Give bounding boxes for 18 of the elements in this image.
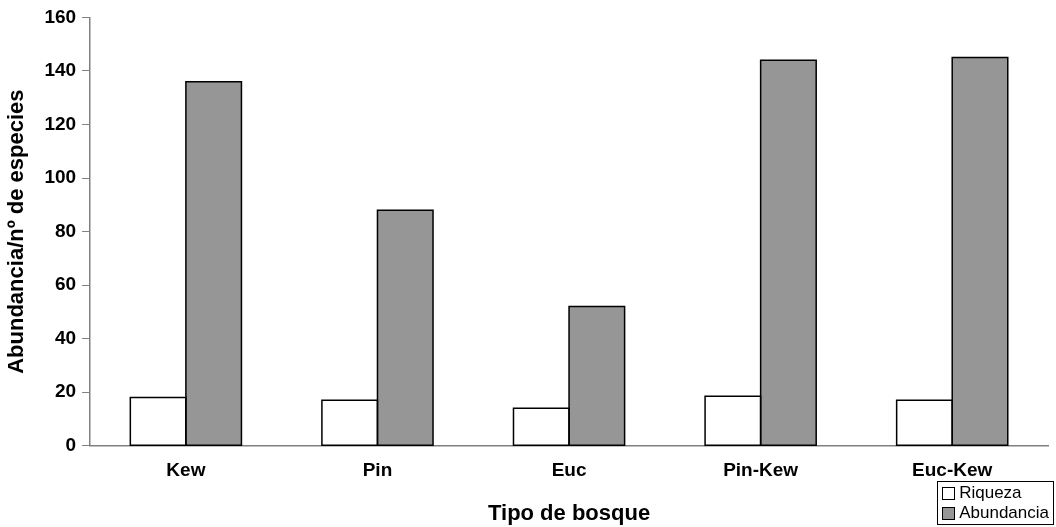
x-tick-label: Pin-Kew bbox=[723, 459, 799, 481]
x-tick-label: Euc bbox=[551, 459, 587, 481]
y-tick-label: 20 bbox=[54, 380, 77, 402]
x-axis-title: Tipo de bosque bbox=[487, 499, 651, 525]
y-tick-label: 100 bbox=[44, 166, 77, 188]
legend-label: Abundancia bbox=[959, 503, 1049, 523]
y-tick-label: 40 bbox=[54, 326, 77, 348]
y-tick-label: 160 bbox=[44, 5, 77, 27]
y-axis-title: Abundancia/nº de especies bbox=[3, 89, 29, 374]
y-tick-label: 80 bbox=[54, 219, 77, 241]
y-tick-label: 120 bbox=[44, 112, 77, 134]
y-tick-label: 140 bbox=[44, 59, 77, 81]
x-tick-label: Euc-Kew bbox=[912, 459, 993, 481]
y-tick-label: 0 bbox=[65, 434, 77, 456]
x-tick-label: Pin bbox=[362, 459, 393, 481]
y-tick-label: 60 bbox=[54, 273, 77, 295]
text: Riqueza bbox=[959, 483, 1022, 503]
x-tick-label: Kew bbox=[166, 459, 206, 481]
